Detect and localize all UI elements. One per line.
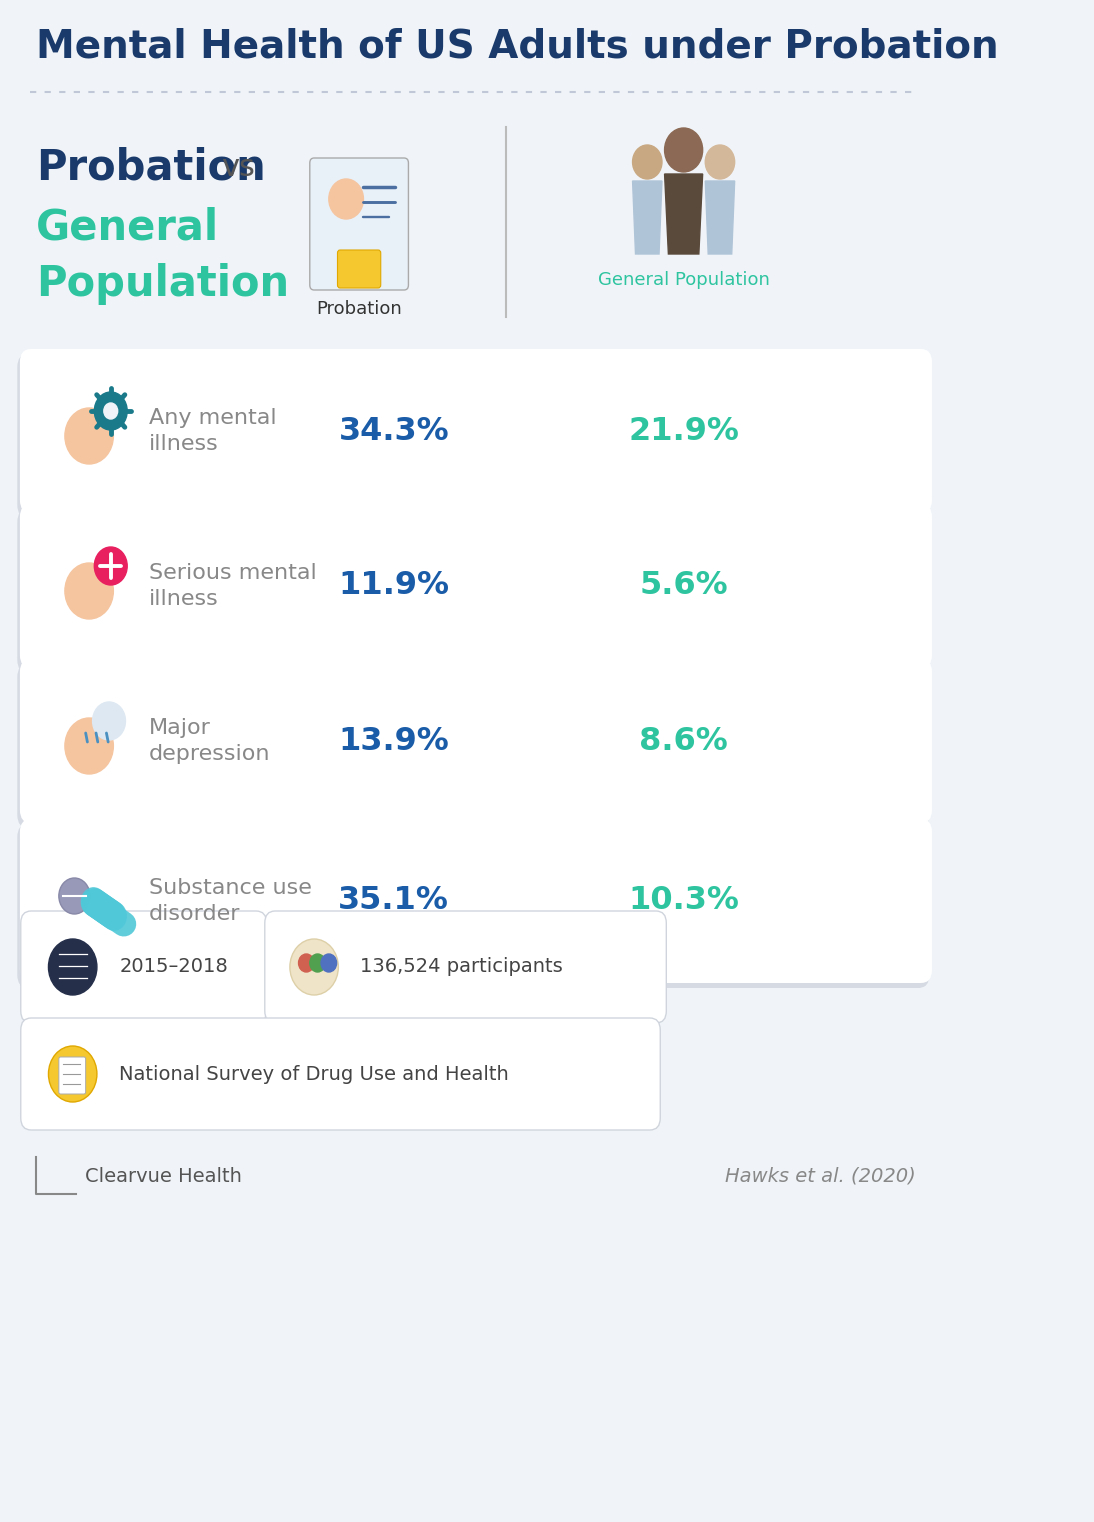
Circle shape xyxy=(102,903,126,930)
Circle shape xyxy=(93,896,117,924)
Text: 35.1%: 35.1% xyxy=(338,886,450,916)
Circle shape xyxy=(92,895,116,922)
Text: vs: vs xyxy=(221,152,255,181)
Text: 5.6%: 5.6% xyxy=(639,571,728,601)
Circle shape xyxy=(96,898,120,925)
Text: 21.9%: 21.9% xyxy=(628,416,740,446)
Text: 10.3%: 10.3% xyxy=(628,886,740,916)
FancyBboxPatch shape xyxy=(59,1056,85,1094)
Text: Major
depression: Major depression xyxy=(149,718,270,764)
Circle shape xyxy=(95,896,119,925)
Circle shape xyxy=(97,900,121,927)
Circle shape xyxy=(706,145,735,180)
Circle shape xyxy=(48,1046,97,1102)
FancyBboxPatch shape xyxy=(20,349,932,513)
Circle shape xyxy=(81,887,105,916)
Text: General Population: General Population xyxy=(597,271,769,289)
Circle shape xyxy=(89,893,113,921)
Circle shape xyxy=(65,563,114,619)
Text: Probation: Probation xyxy=(316,300,401,318)
Circle shape xyxy=(299,954,314,973)
Text: General: General xyxy=(36,205,220,248)
Circle shape xyxy=(664,128,702,172)
FancyBboxPatch shape xyxy=(20,504,932,668)
Circle shape xyxy=(100,900,124,928)
Polygon shape xyxy=(706,181,735,254)
FancyBboxPatch shape xyxy=(21,1018,661,1129)
FancyBboxPatch shape xyxy=(18,823,930,988)
FancyBboxPatch shape xyxy=(20,819,932,983)
Polygon shape xyxy=(664,174,702,254)
Text: 11.9%: 11.9% xyxy=(338,571,450,601)
FancyBboxPatch shape xyxy=(265,912,666,1023)
Polygon shape xyxy=(632,181,662,254)
FancyBboxPatch shape xyxy=(337,250,381,288)
Text: Any mental
illness: Any mental illness xyxy=(149,408,277,454)
Circle shape xyxy=(90,893,115,922)
Circle shape xyxy=(632,145,662,180)
Circle shape xyxy=(104,403,118,419)
Text: Population: Population xyxy=(36,263,290,304)
Text: 136,524 participants: 136,524 participants xyxy=(360,957,562,977)
Text: 8.6%: 8.6% xyxy=(639,726,728,756)
Circle shape xyxy=(93,702,126,740)
FancyBboxPatch shape xyxy=(310,158,408,291)
Text: 13.9%: 13.9% xyxy=(338,726,450,756)
Circle shape xyxy=(84,890,108,918)
Circle shape xyxy=(329,180,363,219)
Text: Mental Health of US Adults under Probation: Mental Health of US Adults under Probati… xyxy=(36,27,999,65)
Text: Probation: Probation xyxy=(36,146,266,189)
Circle shape xyxy=(290,939,338,995)
Circle shape xyxy=(94,546,127,584)
FancyBboxPatch shape xyxy=(20,659,932,823)
Text: Serious mental
illness: Serious mental illness xyxy=(149,563,316,609)
Text: 2015–2018: 2015–2018 xyxy=(119,957,229,977)
Text: 34.3%: 34.3% xyxy=(338,416,449,446)
Circle shape xyxy=(65,718,114,775)
Circle shape xyxy=(321,954,337,973)
FancyBboxPatch shape xyxy=(21,912,267,1023)
FancyBboxPatch shape xyxy=(18,355,930,517)
Circle shape xyxy=(94,393,127,431)
Circle shape xyxy=(85,890,110,919)
Text: National Survey of Drug Use and Health: National Survey of Drug Use and Health xyxy=(119,1064,509,1084)
Circle shape xyxy=(65,408,114,464)
Text: Clearvue Health: Clearvue Health xyxy=(85,1166,242,1186)
Circle shape xyxy=(310,954,325,973)
Circle shape xyxy=(59,878,90,915)
Circle shape xyxy=(83,889,107,916)
FancyBboxPatch shape xyxy=(18,664,930,828)
Text: Hawks et al. (2020): Hawks et al. (2020) xyxy=(724,1166,916,1186)
Circle shape xyxy=(88,892,112,919)
Circle shape xyxy=(48,939,97,995)
FancyBboxPatch shape xyxy=(18,508,930,673)
Text: Substance use
disorder: Substance use disorder xyxy=(149,878,312,924)
Circle shape xyxy=(101,901,125,928)
